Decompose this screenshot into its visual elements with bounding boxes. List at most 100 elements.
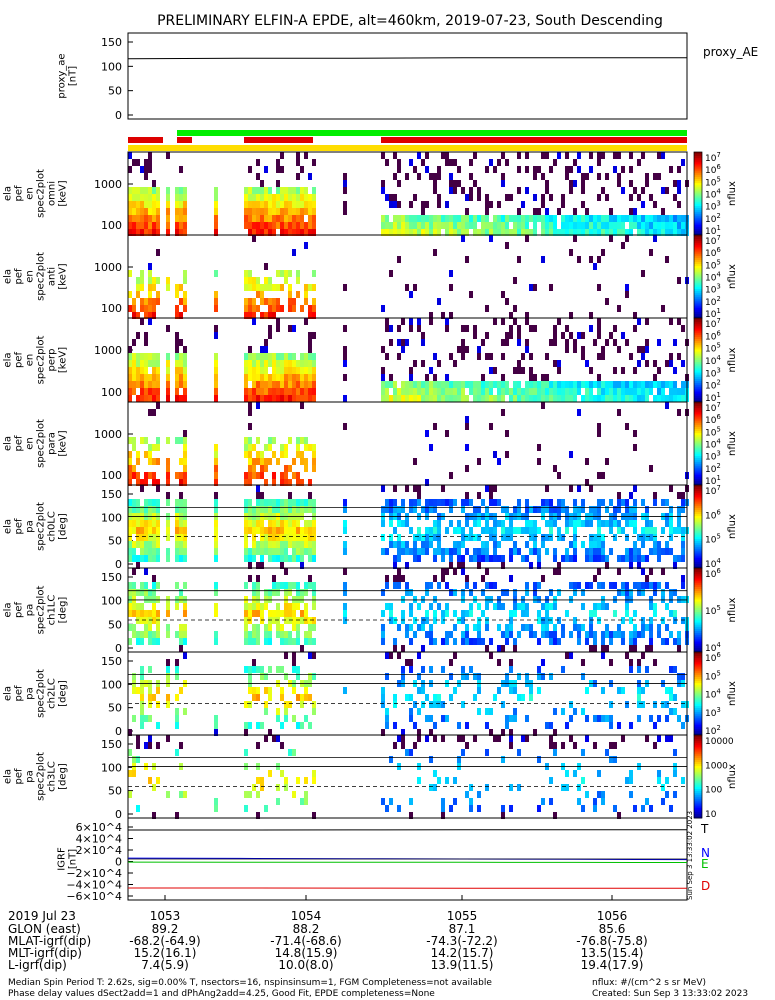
colorbar-cell <box>694 553 702 557</box>
colorbar-cell <box>694 751 702 755</box>
colorbar-cell <box>694 437 702 440</box>
cell <box>248 673 252 680</box>
colorbar-cell <box>694 524 702 527</box>
colorbar-cell <box>694 268 702 271</box>
cell <box>673 666 677 673</box>
cell <box>296 437 300 444</box>
cell <box>613 534 617 541</box>
cell <box>441 548 445 555</box>
cell <box>577 798 581 805</box>
cell <box>537 756 541 763</box>
cell <box>148 596 152 603</box>
colorbar-cell <box>694 784 702 788</box>
cell <box>509 687 513 694</box>
cell <box>673 610 677 617</box>
cell <box>288 534 292 541</box>
cell <box>485 555 489 562</box>
ylabel-line: ch3LC <box>47 761 58 792</box>
cell <box>276 395 280 402</box>
cell <box>513 506 517 513</box>
cell <box>166 666 170 673</box>
cell <box>517 152 521 159</box>
cell <box>179 194 183 201</box>
cell <box>513 548 517 555</box>
panel-frame-outline <box>127 234 688 319</box>
cell <box>425 534 429 541</box>
cell <box>461 381 465 388</box>
cell <box>477 346 481 353</box>
cell <box>617 631 621 638</box>
cell <box>553 568 557 575</box>
cell <box>268 187 272 194</box>
cell <box>525 339 529 346</box>
cell <box>609 638 613 645</box>
colorbar-cell <box>694 576 702 579</box>
cell <box>493 215 497 222</box>
cell <box>553 339 557 346</box>
colorbar-cell <box>694 191 702 194</box>
cell <box>453 187 457 194</box>
cell <box>485 520 489 527</box>
cell <box>649 520 653 527</box>
cell <box>152 229 156 236</box>
cell <box>485 485 489 492</box>
cell <box>393 381 397 388</box>
cell <box>288 291 292 298</box>
colorbar-cell <box>694 578 702 582</box>
cell <box>433 575 437 582</box>
colorbar-cell <box>694 366 702 369</box>
cell <box>465 208 469 215</box>
cell <box>385 222 389 229</box>
colorbar-tick: 102 <box>705 212 721 225</box>
cell <box>465 575 469 582</box>
cell <box>465 325 469 332</box>
cell <box>577 152 581 159</box>
cell <box>405 222 409 229</box>
cell <box>509 312 513 319</box>
cell <box>300 374 304 381</box>
cell <box>561 215 565 222</box>
cell <box>493 534 497 541</box>
cell <box>260 194 264 201</box>
cell <box>433 506 437 513</box>
cell <box>280 520 284 527</box>
cell <box>533 374 537 381</box>
colorbar-cell <box>694 705 702 709</box>
cell <box>148 555 152 562</box>
cell <box>669 666 673 673</box>
cell <box>288 305 292 312</box>
colorbar-cell <box>694 788 702 792</box>
cell <box>505 332 509 339</box>
cell <box>144 360 148 367</box>
colorbar-cell <box>694 755 702 759</box>
cell <box>148 208 152 215</box>
cell <box>260 215 264 222</box>
colorbar-cell <box>694 280 702 284</box>
cell <box>276 353 280 360</box>
cell <box>673 555 677 562</box>
footer-units: nflux: #/(cm^2 s sr MeV) <box>592 978 706 988</box>
colorbar-tick: 105 <box>705 342 721 355</box>
status-bar-red <box>128 137 163 143</box>
cell <box>517 215 521 222</box>
colorbar-tick: 100 <box>705 786 722 796</box>
cell <box>276 367 280 374</box>
cell <box>573 506 577 513</box>
cell <box>248 472 252 479</box>
cell <box>136 589 140 596</box>
cell <box>561 332 565 339</box>
cell <box>585 222 589 229</box>
cell <box>268 305 272 312</box>
cell <box>179 492 183 499</box>
colorbar-cell <box>694 520 702 523</box>
cell <box>312 777 316 784</box>
cell <box>136 527 140 534</box>
cell <box>601 215 605 222</box>
cell <box>214 208 218 215</box>
cell <box>128 222 132 229</box>
cell <box>183 194 187 201</box>
cell <box>393 395 397 402</box>
cell <box>292 395 296 402</box>
cell <box>609 582 613 589</box>
cell <box>389 339 393 346</box>
